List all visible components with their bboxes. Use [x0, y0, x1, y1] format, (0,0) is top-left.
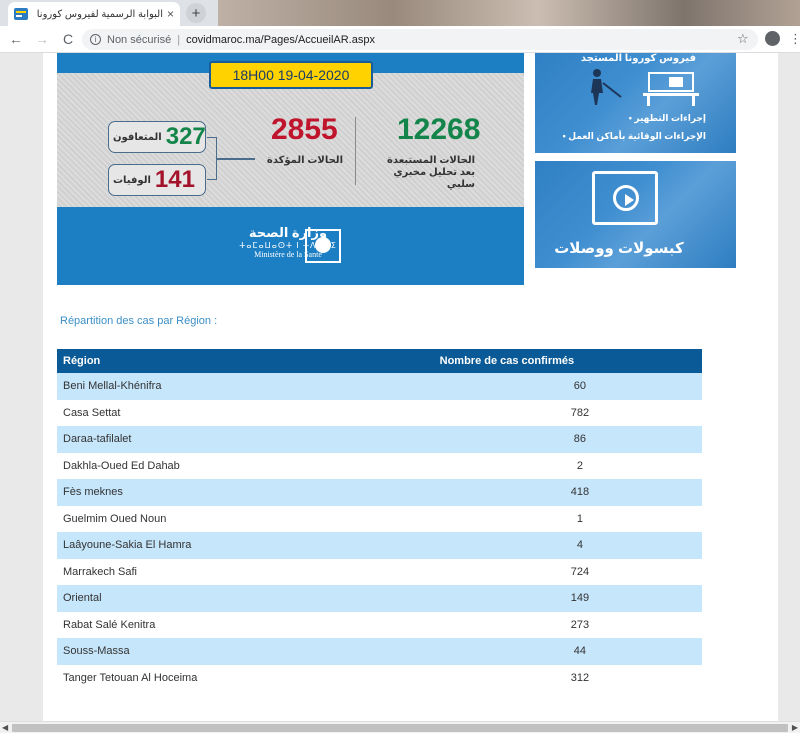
card-title: فيروس كورونا المستجد: [580, 53, 696, 64]
ministry-logo-icon: [305, 229, 341, 263]
region-section-title: Répartition des cas par Région :: [60, 315, 218, 327]
scroll-right-icon[interactable]: ▶: [791, 723, 798, 732]
recovered-box: 327 المتعافون: [108, 121, 206, 153]
horizontal-scrollbar[interactable]: ◀ ▶: [0, 721, 800, 733]
confirmed-count: 2855: [271, 113, 338, 146]
security-label: Non sécurisé: [107, 33, 172, 46]
site-favicon-icon: [14, 8, 28, 20]
tested-negative-label: الحالات المستبعدة بعد تحليل مخبري سلبي: [387, 155, 475, 190]
table-row: Rabat Salé Kenitra 273: [57, 611, 702, 638]
recovered-label: المتعافون: [113, 131, 162, 143]
table-row: Casa Settat 782: [57, 399, 702, 426]
cases-cell: 86: [573, 433, 586, 446]
region-cell: Rabat Salé Kenitra: [63, 618, 156, 631]
deaths-count: 141: [154, 166, 195, 193]
cases-cell: 149: [570, 592, 590, 605]
cases-cell: 418: [570, 486, 590, 499]
bullet-disinfection[interactable]: إجراءات التطهير •: [628, 113, 706, 123]
table-header-row: Région Nombre de cas confirmés: [57, 349, 702, 373]
cases-cell: 1: [576, 512, 583, 525]
region-cases-table: Région Nombre de cas confirmés Beni Mell…: [57, 349, 702, 691]
recovered-count: 327: [165, 123, 206, 150]
address-bar[interactable]: i Non sécurisé | covidmaroc.ma/Pages/Acc…: [82, 29, 758, 50]
table-row: Laâyoune-Sakia El Hamra 4: [57, 532, 702, 559]
bracket-connector: [207, 137, 217, 180]
table-row: Dakhla-Oued Ed Dahab 2: [57, 452, 702, 479]
video-play-icon: [592, 171, 658, 225]
background-photo: [218, 0, 800, 26]
tab-close-icon[interactable]: ×: [166, 7, 174, 21]
tab-title: البوابة الرسمية لفيروس كورونا بالمغرب: [34, 8, 163, 20]
region-cell: Dakhla-Oued Ed Dahab: [63, 459, 180, 472]
region-cell: Marrakech Safi: [63, 565, 137, 578]
header-region: Région: [63, 355, 101, 367]
deaths-label: الوفيات: [113, 174, 151, 186]
ministry-name-ar: وزارة الصحة: [248, 225, 328, 240]
forward-button[interactable]: →: [35, 31, 49, 47]
region-cell: Souss-Massa: [63, 645, 130, 658]
update-date: 18H00 19-04-2020: [209, 61, 373, 89]
disinfection-worker-icon: [591, 69, 699, 106]
table-row: Beni Mellal-Khénifra 60: [57, 373, 702, 400]
cases-cell: 2: [576, 459, 583, 472]
region-cell: Guelmim Oued Noun: [63, 512, 167, 525]
region-cell: Casa Settat: [63, 406, 121, 419]
bullet-workplace-measures[interactable]: الإجراءات الوقائية بأماكن العمل •: [562, 131, 706, 141]
video-capsules-card[interactable]: كبسولات ووصلات: [535, 161, 736, 268]
bracket-stem: [217, 158, 255, 160]
region-cell: Beni Mellal-Khénifra: [63, 380, 162, 393]
back-button[interactable]: ←: [9, 31, 23, 47]
cases-cell: 312: [570, 671, 590, 684]
table-row: Oriental 149: [57, 585, 702, 612]
table-row: Daraa-tafilalet 86: [57, 426, 702, 453]
region-cell: Oriental: [63, 592, 102, 605]
scroll-left-icon[interactable]: ◀: [2, 723, 9, 732]
ministry-name-fr: Ministère de la Santé: [254, 250, 322, 259]
table-row: Guelmim Oued Noun 1: [57, 505, 702, 532]
browser-menu-icon[interactable]: ⋮: [789, 31, 800, 46]
stats-divider: [355, 117, 356, 185]
new-tab-button[interactable]: +: [186, 3, 206, 23]
table-row: Souss-Massa 44: [57, 638, 702, 665]
table-row: Fès meknes 418: [57, 479, 702, 506]
ministry-text: وزارة الصحة ⵜⴰⵎⴰⵡⴰⵙⵜ ⵏ ⵜⴷⵓⵙⵉ Ministère d…: [233, 225, 343, 259]
cases-cell: 4: [576, 539, 583, 552]
info-icon[interactable]: i: [90, 34, 101, 45]
table-row: Tanger Tetouan Al Hoceima 312: [57, 664, 702, 691]
bookmark-star-icon[interactable]: ☆: [737, 31, 749, 46]
region-cell: Fès meknes: [63, 486, 123, 499]
video-card-title: كبسولات ووصلات: [554, 240, 684, 257]
region-cell: Laâyoune-Sakia El Hamra: [63, 539, 192, 552]
cases-cell: 782: [570, 406, 590, 419]
ministry-name-tifinagh: ⵜⴰⵎⴰⵡⴰⵙⵜ ⵏ ⵜⴷⵓⵙⵉ: [239, 241, 337, 250]
cases-cell: 44: [573, 645, 586, 658]
confirmed-label: الحالات المؤكدة: [266, 155, 343, 166]
header-cases: Nombre de cas confirmés: [439, 355, 575, 367]
url-separator: |: [177, 33, 181, 46]
cases-cell: 60: [573, 380, 586, 393]
cases-cell: 724: [570, 565, 590, 578]
region-cell: Tanger Tetouan Al Hoceima: [63, 671, 198, 684]
browser-tab[interactable]: البوابة الرسمية لفيروس كورونا بالمغرب ×: [8, 2, 180, 26]
profile-avatar-icon[interactable]: [765, 31, 780, 46]
deaths-box: 141 الوفيات: [108, 164, 206, 196]
browser-toolbar: ← → C i Non sécurisé | covidmaroc.ma/Pag…: [0, 26, 800, 53]
tested-negative-count: 12268: [397, 113, 481, 146]
scrollbar-thumb[interactable]: [12, 724, 788, 732]
cases-cell: 273: [570, 618, 590, 631]
reload-button[interactable]: C: [62, 31, 74, 47]
coronavirus-info-card[interactable]: فيروس كورونا المستجد إجراءات التطهير • ا…: [535, 53, 736, 153]
table-row: Marrakech Safi 724: [57, 558, 702, 585]
url-text[interactable]: covidmaroc.ma/Pages/AccueilAR.aspx: [186, 33, 375, 46]
covid-stats-banner[interactable]: 18H00 19-04-2020 12268 الحالات المستبعدة…: [57, 53, 524, 285]
region-table-container: Région Nombre de cas confirmés Beni Mell…: [57, 349, 702, 691]
browser-tabstrip: البوابة الرسمية لفيروس كورونا بالمغرب × …: [0, 0, 800, 26]
page-content: 18H00 19-04-2020 12268 الحالات المستبعدة…: [43, 53, 778, 721]
region-cell: Daraa-tafilalet: [63, 433, 132, 446]
page-viewport: 18H00 19-04-2020 12268 الحالات المستبعدة…: [0, 53, 800, 721]
